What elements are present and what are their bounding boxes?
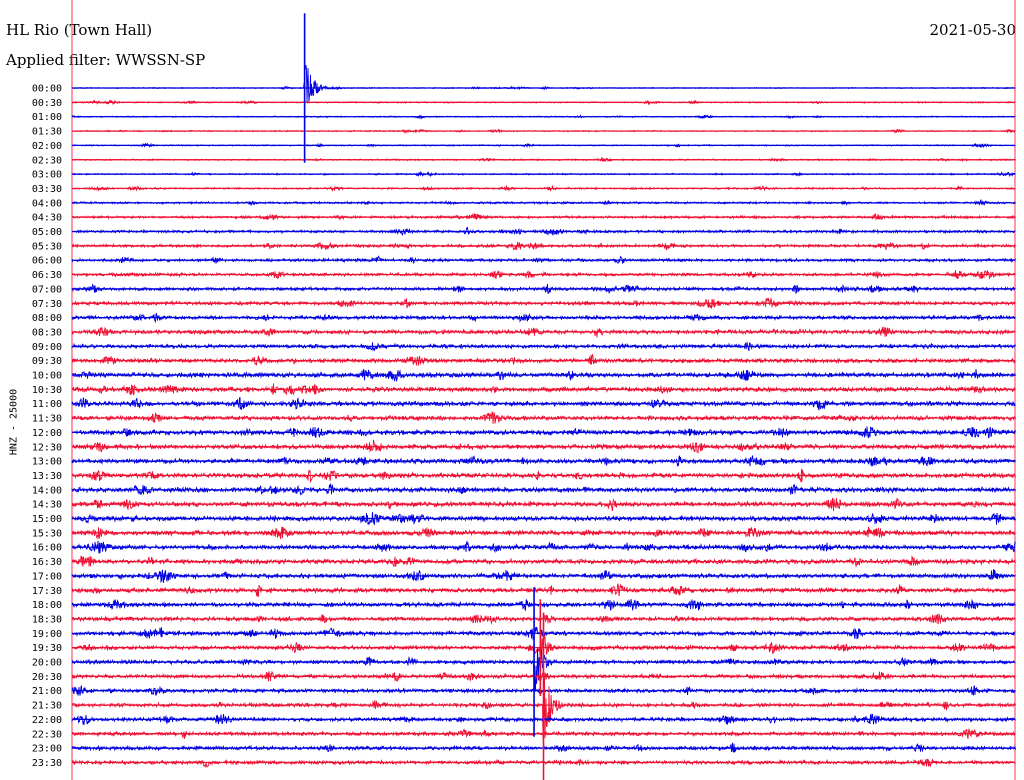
date-label: 2021-05-30	[929, 21, 1016, 39]
row-time-label: 17:00	[32, 571, 62, 582]
filter-label: Applied filter: WWSSN-SP	[6, 51, 206, 69]
row-time-label: 05:00	[32, 227, 62, 238]
row-time-label: 04:30	[32, 213, 62, 224]
row-time-label: 01:30	[32, 127, 62, 138]
trace-line	[71, 396, 1016, 411]
row-time-label: 12:00	[32, 428, 62, 439]
row-time-label: 21:30	[32, 701, 62, 712]
row-time-label: 20:00	[32, 658, 62, 669]
row-time-label: 01:00	[32, 112, 62, 123]
station-title: HL Rio (Town Hall)	[6, 21, 153, 39]
row-time-label: 16:00	[32, 543, 62, 554]
row-time-label: 15:00	[32, 514, 62, 525]
row-time-label: 08:30	[32, 327, 62, 338]
row-time-label: 19:30	[32, 643, 62, 654]
row-time-label: 18:00	[32, 600, 62, 611]
row-time-label: 03:30	[32, 184, 62, 195]
row-time-label: 13:00	[32, 457, 62, 468]
row-time-label: 02:30	[32, 155, 62, 166]
row-time-label: 00:30	[32, 98, 62, 109]
row-time-label: 02:00	[32, 141, 62, 152]
row-time-label: 05:30	[32, 241, 62, 252]
row-time-label: 22:00	[32, 715, 62, 726]
row-time-label: 16:30	[32, 557, 62, 568]
row-time-label: 23:30	[32, 758, 62, 769]
row-time-label: 20:30	[32, 672, 62, 683]
row-time-label: 03:00	[32, 170, 62, 181]
row-time-label: 08:00	[32, 313, 62, 324]
row-time-label: 17:30	[32, 586, 62, 597]
trace-line	[71, 65, 1016, 103]
row-time-label: 10:00	[32, 371, 62, 382]
row-time-label: 15:30	[32, 528, 62, 539]
row-time-label: 12:30	[32, 442, 62, 453]
row-time-label: 13:30	[32, 471, 62, 482]
row-time-label: 23:00	[32, 744, 62, 755]
row-time-label: 04:00	[32, 198, 62, 209]
row-time-label: 21:00	[32, 686, 62, 697]
row-time-label: 22:30	[32, 729, 62, 740]
row-time-label: 00:00	[32, 84, 62, 95]
row-time-label: 18:30	[32, 614, 62, 625]
row-time-label: 10:30	[32, 385, 62, 396]
row-time-label: 06:00	[32, 256, 62, 267]
row-time-label: 11:30	[32, 414, 62, 425]
row-time-label: 19:00	[32, 629, 62, 640]
row-time-label: 09:30	[32, 356, 62, 367]
row-time-label: 14:30	[32, 500, 62, 511]
trace-line	[71, 483, 1016, 496]
row-time-label: 07:00	[32, 284, 62, 295]
row-time-label: 07:30	[32, 299, 62, 310]
trace-line	[71, 526, 1016, 540]
row-time-label: 09:00	[32, 342, 62, 353]
row-time-label: 06:30	[32, 270, 62, 281]
row-time-label: 11:00	[32, 399, 62, 410]
row-time-label: 14:00	[32, 485, 62, 496]
